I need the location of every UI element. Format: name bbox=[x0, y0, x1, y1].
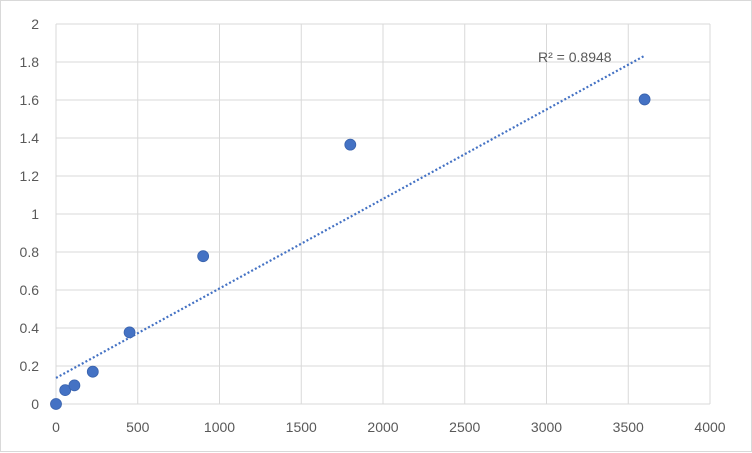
y-tick-label: 1 bbox=[31, 206, 39, 222]
x-tick-label: 500 bbox=[126, 419, 150, 435]
x-tick-label: 1000 bbox=[204, 419, 235, 435]
x-tick-label: 4000 bbox=[694, 419, 725, 435]
y-tick-label: 0.4 bbox=[20, 320, 40, 336]
y-tick-label: 0 bbox=[31, 396, 39, 412]
data-point bbox=[86, 365, 99, 378]
y-tick-label: 0.2 bbox=[20, 358, 40, 374]
x-tick-label: 2500 bbox=[449, 419, 480, 435]
x-tick-label: 0 bbox=[52, 419, 60, 435]
x-tick-label: 3500 bbox=[613, 419, 644, 435]
gridlines bbox=[55, 23, 711, 405]
y-tick-label: 1.6 bbox=[20, 92, 40, 108]
data-point bbox=[50, 398, 62, 410]
data-point bbox=[638, 93, 651, 106]
y-tick-label: 1.4 bbox=[20, 130, 40, 146]
x-axis-ticks: 0 500 1000 1500 2000 2500 3000 3500 4000 bbox=[52, 419, 726, 435]
data-point bbox=[68, 379, 81, 392]
trendline bbox=[55, 54, 646, 379]
y-tick-label: 0.6 bbox=[20, 282, 40, 298]
x-tick-label: 3000 bbox=[531, 419, 562, 435]
data-point bbox=[123, 326, 136, 339]
y-tick-label: 1.2 bbox=[20, 168, 40, 184]
y-axis-ticks: 0 0.2 0.4 0.6 0.8 1 1.2 1.4 1.6 1.8 2 bbox=[20, 16, 40, 412]
x-tick-label: 1500 bbox=[286, 419, 317, 435]
y-tick-label: 0.8 bbox=[20, 244, 40, 260]
y-tick-label: 1.8 bbox=[20, 54, 40, 70]
y-tick-label: 2 bbox=[31, 16, 39, 32]
data-points bbox=[50, 93, 651, 410]
data-point bbox=[59, 384, 72, 397]
r-squared-label: R² = 0.8948 bbox=[538, 49, 612, 65]
x-tick-label: 2000 bbox=[367, 419, 398, 435]
data-point bbox=[197, 250, 210, 263]
data-point bbox=[344, 138, 357, 151]
